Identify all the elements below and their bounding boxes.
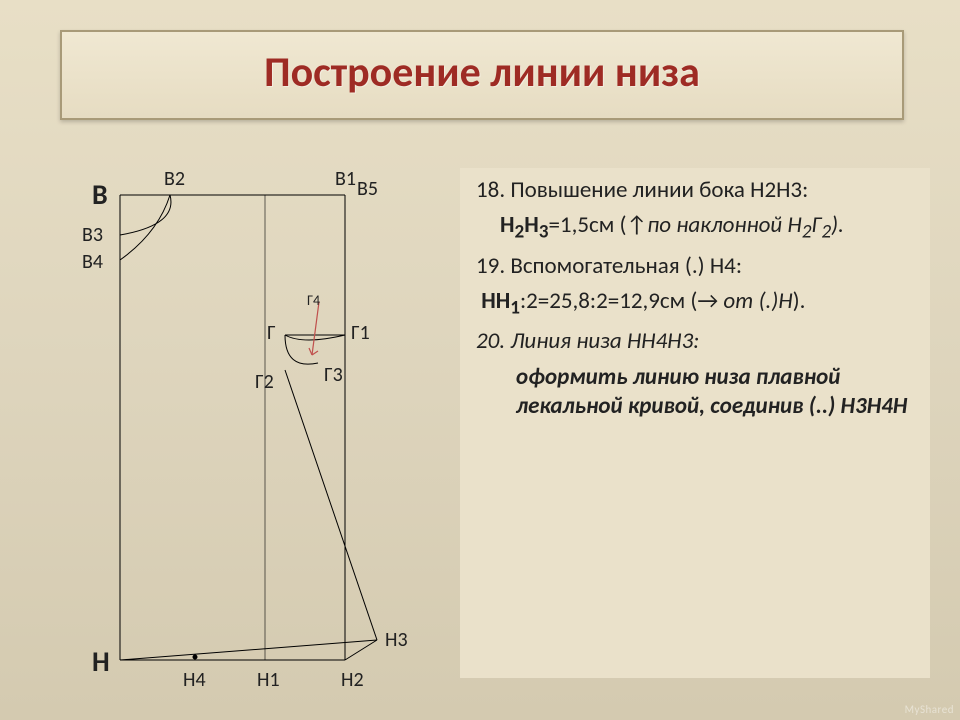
step-19-heading: 19. Вспомогательная (.) Н4: — [476, 252, 914, 281]
pt-V: В — [92, 177, 108, 212]
pt-N4: Н4 — [183, 668, 206, 692]
pt-V4: В4 — [82, 250, 103, 274]
step-18-body: Н2Н3=1,5см (↑по наклонной Н2Г2). — [476, 211, 914, 245]
step-18-heading: 18. Повышение линии бока Н2Н3: — [476, 176, 914, 205]
pt-N3: Н3 — [385, 628, 408, 652]
pt-V3: В3 — [82, 223, 103, 247]
pt-N1: Н1 — [257, 668, 280, 692]
pattern-diagram: В В1 В2 В3 В4 В5 Г Г1 Г2 Г3 Г4 Н Н1 Н2 Н3 Н4 — [55, 160, 455, 700]
pt-G1: Г1 — [351, 321, 370, 345]
watermark: MyShared — [905, 703, 954, 716]
pt-G2: Г2 — [255, 370, 274, 394]
step-20-body: оформить линию низа плавной лекальной кр… — [476, 363, 914, 422]
slide-title: Построение линии низа — [62, 32, 902, 114]
diagram-svg — [55, 160, 455, 700]
step-19-body: НН1:2=25,8:2=12,9см (→ от (.)Н). — [476, 287, 914, 321]
pt-G: Г — [267, 321, 276, 345]
pt-N: Н — [92, 644, 110, 679]
pt-N2: Н2 — [341, 668, 364, 692]
pt-V2: В2 — [164, 167, 185, 191]
instruction-panel: 18. Повышение линии бока Н2Н3: Н2Н3=1,5с… — [460, 168, 930, 678]
pt-V5: В5 — [357, 177, 378, 201]
step-20-heading: 20. Линия низа НН4Н3: — [476, 327, 914, 356]
title-panel: Построение линии низа — [60, 30, 904, 120]
pt-V1: В1 — [335, 167, 356, 191]
pt-G3: Г3 — [324, 363, 343, 387]
pt-G4: Г4 — [307, 292, 320, 309]
